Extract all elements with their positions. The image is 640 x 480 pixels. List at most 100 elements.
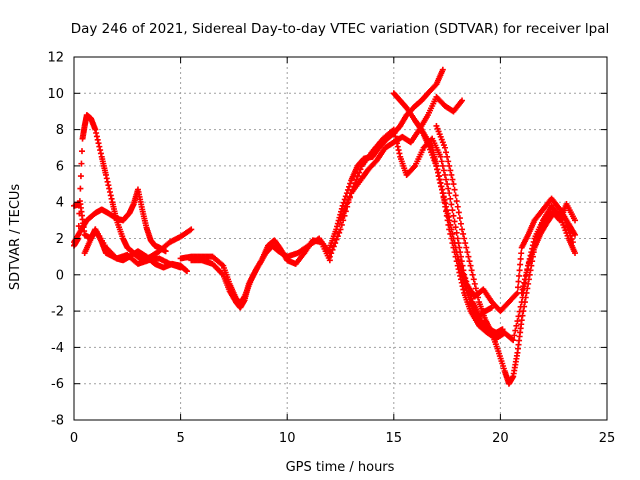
data-point: [337, 217, 344, 224]
data-point-fill: [447, 195, 454, 202]
data-point-fill: [518, 250, 525, 257]
data-point-fill: [509, 336, 516, 343]
data-point-fill: [570, 215, 577, 222]
data-point-fill: [440, 142, 447, 149]
data-point-fill: [444, 153, 451, 160]
data-point-fill: [119, 233, 126, 240]
x-tick-label: 25: [599, 431, 616, 446]
data-point-fill: [451, 186, 458, 193]
data-point-fill: [346, 193, 353, 200]
data-point-fill: [142, 222, 149, 229]
data-point-fill: [517, 261, 524, 268]
data-point-fill: [517, 255, 524, 262]
data-point-fill: [571, 230, 578, 237]
data-point-fill: [356, 169, 363, 176]
data-point-fill: [138, 203, 145, 210]
data-point-fill: [347, 180, 354, 187]
data-point-fill: [332, 228, 339, 235]
data-point-fill: [451, 240, 458, 247]
data-point-fill: [218, 261, 225, 268]
data-point-fill: [524, 233, 531, 240]
data-point-fill: [91, 125, 98, 132]
data-point: [454, 253, 461, 260]
data-point-fill: [514, 284, 521, 291]
data-point-fill: [453, 249, 460, 256]
data-point-fill: [460, 286, 467, 293]
data-point-fill: [556, 205, 563, 212]
data-point-fill: [445, 213, 452, 220]
data-point-fill: [449, 176, 456, 183]
data-point-fill: [338, 213, 345, 220]
data-point-fill: [357, 166, 364, 173]
data-point-fill: [466, 305, 473, 312]
data-point-fill: [424, 139, 431, 146]
data-point-fill: [447, 167, 454, 174]
y-tick-label: 6: [56, 159, 64, 174]
data-point-fill: [461, 235, 468, 242]
axis-ticks: 0 5 10 15 20 25 -8 -6 -4 -2 0 2 4 6 8 10 12: [47, 51, 615, 447]
data-point-fill: [108, 195, 115, 202]
data-point: [459, 226, 466, 233]
data-point-fill: [333, 236, 340, 243]
data-point-fill: [530, 219, 537, 226]
data-point-fill: [462, 277, 469, 284]
y-tick-label: -8: [51, 414, 64, 429]
data-point-fill: [448, 226, 455, 233]
data-point-fill: [514, 318, 521, 325]
data-point: [450, 181, 457, 188]
data-point-fill: [452, 224, 459, 231]
data-point-fill: [494, 345, 501, 352]
data-point-fill: [459, 267, 466, 274]
data-point: [326, 253, 333, 260]
data-point-fill: [97, 150, 104, 157]
data-point-fill: [460, 230, 467, 237]
data-point-fill: [488, 304, 495, 311]
y-tick-label: 0: [56, 268, 64, 283]
data-point-fill: [450, 212, 457, 219]
data-point-fill: [411, 164, 418, 171]
data-series-1: [71, 112, 195, 264]
data-point-fill: [455, 209, 462, 216]
data-point-fill: [130, 202, 137, 209]
data-point-fill: [511, 332, 518, 339]
data-point: [467, 262, 474, 269]
y-tick-label: 2: [56, 232, 64, 247]
data-point-fill: [257, 258, 264, 265]
data-point-fill: [488, 328, 495, 335]
data-point-fill: [447, 221, 454, 228]
data-point-fill: [371, 159, 378, 166]
data-point-fill: [456, 260, 463, 267]
data-point-fill: [448, 201, 455, 208]
data-series-3: [71, 186, 169, 255]
data-point-fill: [445, 158, 452, 165]
data-point-fill: [450, 235, 457, 242]
data-point-fill: [464, 249, 471, 256]
data-point-fill: [463, 244, 470, 251]
data-point: [337, 226, 344, 233]
grid-lines: [74, 57, 607, 420]
data-point-fill: [77, 185, 84, 192]
data-point-fill: [183, 267, 190, 274]
data-point-fill: [564, 232, 571, 239]
data-point-fill: [512, 327, 519, 334]
data-point-fill: [344, 200, 351, 207]
data-point-fill: [452, 192, 459, 199]
data-point-fill: [500, 365, 507, 372]
data-point-fill: [503, 301, 510, 308]
data-point-fill: [350, 183, 357, 190]
data-point-fill: [465, 253, 472, 260]
data-point-fill: [460, 270, 467, 277]
data-point-fill: [453, 229, 460, 236]
x-tick-label: 20: [492, 431, 509, 446]
data-point-fill: [77, 173, 84, 180]
data-point-fill: [461, 274, 468, 281]
data-point-fill: [340, 210, 347, 217]
data-point-fill: [452, 244, 459, 251]
x-tick-label: 0: [70, 431, 78, 446]
data-point-fill: [101, 242, 108, 249]
data-point-fill: [466, 258, 473, 265]
y-tick-label: -2: [51, 305, 64, 320]
data-point-fill: [338, 221, 345, 228]
y-tick-label: 10: [47, 87, 64, 102]
